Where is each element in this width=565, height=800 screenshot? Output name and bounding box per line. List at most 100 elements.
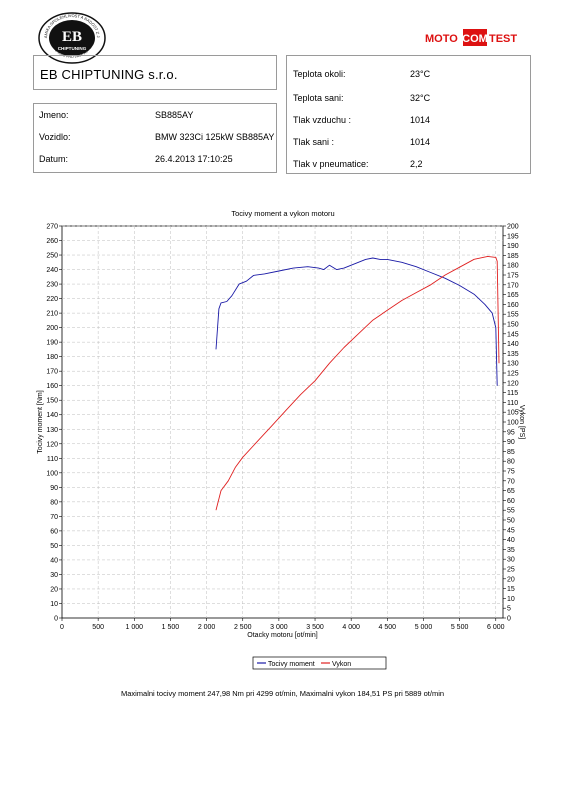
x-tick-label: 500 bbox=[92, 624, 104, 631]
motocomtest-logo: MOTO COM TEST bbox=[425, 29, 523, 46]
y-right-tick-label: 170 bbox=[507, 282, 519, 289]
x-tick-label: 5 000 bbox=[415, 624, 433, 631]
y-right-tick-label: 95 bbox=[507, 429, 515, 436]
y-left-tick-label: 240 bbox=[46, 267, 58, 274]
x-tick-label: 4 000 bbox=[342, 624, 360, 631]
y-right-tick-label: 135 bbox=[507, 351, 519, 358]
y-right-tick-label: 165 bbox=[507, 292, 519, 299]
x-tick-label: 1 000 bbox=[126, 624, 144, 631]
vehicle-name-value: SB885AY bbox=[155, 110, 194, 120]
y-right-tick-label: 150 bbox=[507, 322, 519, 329]
company-box bbox=[33, 55, 277, 90]
y-left-tick-label: 100 bbox=[46, 470, 58, 477]
y-right-tick-label: 100 bbox=[507, 420, 519, 427]
y-right-tick-label: 195 bbox=[507, 233, 519, 240]
x-tick-label: 3 000 bbox=[270, 624, 288, 631]
x-tick-label: 2 000 bbox=[198, 624, 216, 631]
conditions-box bbox=[286, 55, 531, 174]
chart-title: Tocivy moment a vykon motoru bbox=[231, 209, 334, 218]
x-tick-label: 0 bbox=[60, 624, 64, 631]
y-left-tick-label: 80 bbox=[50, 499, 58, 506]
plot-area bbox=[61, 225, 504, 619]
y-right-tick-label: 85 bbox=[507, 449, 515, 456]
y-right-tick-label: 20 bbox=[507, 576, 515, 583]
logo-center-text: EB bbox=[62, 29, 82, 45]
dyno-chart: Tocivy moment a vykon motoru 0 500 1 000 1 … bbox=[37, 209, 525, 670]
y-right-tick-label: 140 bbox=[507, 341, 519, 348]
y-left-tick-label: 90 bbox=[50, 485, 58, 492]
y-left-tick-label: 270 bbox=[46, 224, 58, 231]
y-left-tick-label: 10 bbox=[50, 601, 58, 608]
y-left-tick-label: 50 bbox=[50, 543, 58, 550]
y-right-tick-label: 5 bbox=[507, 606, 511, 613]
brand-com: COM bbox=[462, 33, 488, 45]
company-name: EB CHIPTUNING s.r.o. bbox=[40, 67, 178, 82]
y-left-tick-label: 70 bbox=[50, 514, 58, 521]
y-left-tick-label: 0 bbox=[54, 616, 58, 623]
x-tick-label: 5 500 bbox=[451, 624, 469, 631]
y-left-tick-label: 60 bbox=[50, 528, 58, 535]
y-right-tick-label: 10 bbox=[507, 596, 515, 603]
date-label: Datum: bbox=[39, 154, 69, 164]
y-right-tick-label: 15 bbox=[507, 586, 515, 593]
y-left-tick-label: 130 bbox=[46, 427, 58, 434]
y-left-tick-label: 20 bbox=[50, 586, 58, 593]
y-right-tick-label: 145 bbox=[507, 331, 519, 338]
y-right-tick-label: 120 bbox=[507, 380, 519, 387]
y-right-tick-label: 115 bbox=[507, 390, 518, 397]
y-left-tick-label: 160 bbox=[46, 383, 58, 390]
y-right-tick-label: 30 bbox=[507, 557, 515, 564]
air-pressure-label: Tlak vzduchu : bbox=[293, 115, 352, 125]
tire-pressure-value: 2,2 bbox=[410, 159, 423, 169]
y-right-tick-label: 90 bbox=[507, 439, 515, 446]
power-line bbox=[215, 255, 500, 511]
y-left-tick-label: 230 bbox=[46, 282, 58, 289]
air-pressure-value: 1014 bbox=[410, 115, 431, 125]
vehicle-model-value: BMW 323Ci 125kW SB885AY bbox=[155, 132, 275, 142]
y-right-tick-label: 80 bbox=[507, 459, 515, 466]
legend-torque-label: Tocivy moment bbox=[268, 661, 315, 668]
y-left-tick-label: 140 bbox=[46, 412, 58, 419]
y-left-tick-label: 210 bbox=[46, 311, 58, 318]
x-tick-label: 2 500 bbox=[234, 624, 252, 631]
y-right-tick-label: 155 bbox=[507, 312, 519, 319]
intake-temp-label: Teplota sani: bbox=[293, 93, 344, 103]
y-right-tick-label: 50 bbox=[507, 518, 515, 525]
tire-pressure-label: Tlak v pneumatice: bbox=[293, 159, 369, 169]
y-left-tick-label: 250 bbox=[46, 253, 58, 260]
x-axis-label: Otacky motoru [ot/min] bbox=[247, 632, 317, 639]
y-right-tick-label: 0 bbox=[507, 616, 511, 623]
vehicle-info-box bbox=[33, 103, 277, 173]
y-right-tick-label: 60 bbox=[507, 498, 515, 505]
series-lines bbox=[215, 255, 500, 511]
y-right-tick-label: 130 bbox=[507, 361, 519, 368]
intake-pressure-value: 1014 bbox=[410, 137, 431, 147]
y-left-tick-label: 40 bbox=[50, 557, 58, 564]
x-tick-label: 1 500 bbox=[162, 624, 180, 631]
y-right-tick-label: 125 bbox=[507, 371, 519, 378]
y-right-tick-label: 110 bbox=[507, 400, 518, 407]
y-right-tick-label: 70 bbox=[507, 478, 515, 485]
torque-line bbox=[215, 257, 498, 386]
y-right-tick-label: 185 bbox=[507, 253, 519, 260]
y-right-tick-label: 175 bbox=[507, 273, 519, 280]
brand-test: TEST bbox=[489, 33, 517, 45]
ambient-temp-label: Teplota okoli: bbox=[293, 69, 346, 79]
y-right-tick-label: 160 bbox=[507, 302, 519, 309]
y-right-tick-label: 25 bbox=[507, 567, 515, 574]
y-right-tick-label: 75 bbox=[507, 469, 515, 476]
x-tick-label: 6 000 bbox=[487, 624, 505, 631]
y-right-tick-label: 190 bbox=[507, 243, 519, 250]
grid bbox=[62, 225, 503, 618]
brand-moto: MOTO bbox=[425, 33, 458, 45]
y-right-tick-label: 105 bbox=[507, 410, 519, 417]
y-left-tick-label: 220 bbox=[46, 296, 58, 303]
y-right-tick-label: 35 bbox=[507, 547, 515, 554]
logo-brand-text: CHIPTUNING bbox=[58, 46, 87, 51]
y-axis-right-label: Vykon [PS] bbox=[518, 405, 525, 439]
y-left-tick-label: 110 bbox=[47, 456, 58, 463]
x-tick-label: 4 500 bbox=[379, 624, 397, 631]
y-right-tick-label: 180 bbox=[507, 263, 519, 270]
vehicle-name-label: Jmeno: bbox=[39, 110, 69, 120]
legend: Tocivy moment Vykon bbox=[252, 656, 387, 670]
